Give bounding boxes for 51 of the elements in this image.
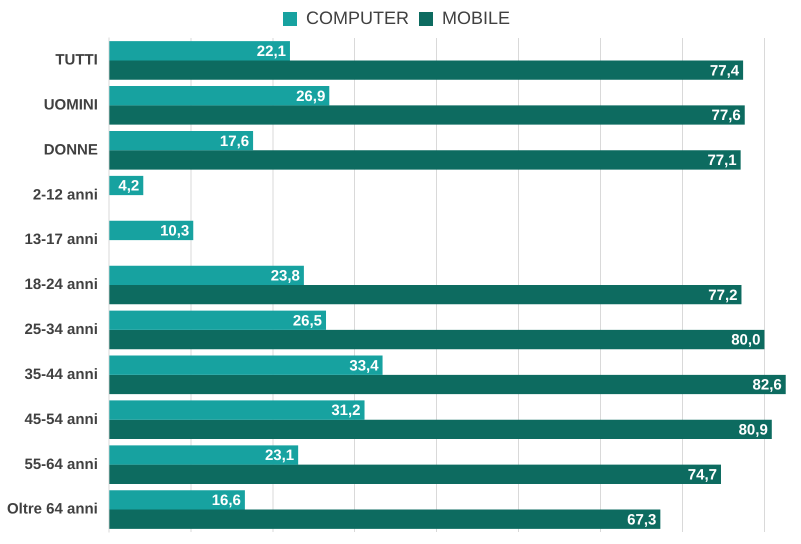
y-tick-label: 13-17 anni [24, 231, 98, 248]
data-label: 74,7 [688, 466, 717, 484]
data-label: 80,9 [738, 422, 768, 439]
data-label: 26,5 [292, 312, 322, 330]
data-label: 23,1 [264, 447, 294, 464]
bar [109, 60, 744, 80]
bar [109, 490, 245, 510]
data-label: 22,1 [256, 42, 286, 60]
bar [109, 86, 330, 106]
y-tick-label: TUTTI [55, 52, 98, 69]
data-label: 33,4 [349, 357, 380, 374]
bar [109, 310, 326, 330]
data-label: 77,4 [710, 62, 740, 80]
y-tick-label: 35-44 anni [24, 366, 98, 383]
data-label: 82,6 [752, 376, 782, 394]
y-tick-label: 25-34 anni [24, 321, 98, 338]
data-label: 23,8 [270, 267, 300, 284]
bar [109, 105, 745, 125]
bar [109, 150, 741, 170]
data-label: 16,6 [212, 492, 241, 510]
bar [109, 266, 304, 285]
y-tick-label: 18-24 anni [24, 276, 98, 294]
bar [109, 285, 742, 304]
y-tick-label: 45-54 anni [24, 410, 98, 428]
bar [109, 41, 290, 60]
data-label: 80,0 [731, 332, 760, 349]
data-label: 4,2 [118, 178, 140, 195]
data-label: 77,6 [712, 107, 741, 124]
y-tick-label: 2-12 anni [32, 186, 98, 204]
data-label: 31,2 [331, 402, 361, 420]
legend-label: MOBILE [442, 8, 510, 28]
bar [109, 130, 254, 150]
y-tick-label: Oltre 64 anni [6, 500, 98, 518]
data-label: 17,6 [220, 132, 250, 150]
bar [109, 400, 365, 420]
y-tick-label: UOMINI [44, 96, 98, 114]
data-label: 10,3 [160, 222, 190, 240]
bar [109, 464, 721, 484]
bar [109, 374, 786, 394]
data-label: 67,3 [627, 511, 656, 528]
y-tick-label: DONNE [44, 141, 98, 158]
bar [109, 445, 298, 465]
bar [109, 330, 764, 350]
data-label: 77,1 [707, 152, 737, 170]
legend-label: COMPUTER [306, 8, 409, 28]
bar [109, 356, 383, 375]
y-tick-label: 55-64 anni [24, 456, 98, 473]
data-label: 77,2 [708, 286, 738, 304]
data-label: 26,9 [296, 88, 326, 105]
bar [109, 510, 660, 529]
bar [109, 420, 772, 440]
